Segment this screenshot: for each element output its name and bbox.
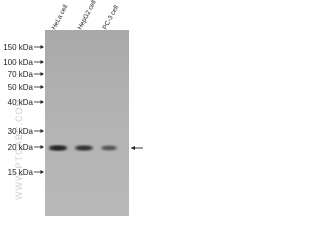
- western-blot-figure: WWW.PTGABC.COM HeLa cell HepG2 cell PC-3 c…: [3, 0, 143, 216]
- marker-label: 70 kDa: [8, 70, 34, 79]
- band-arrow: [131, 146, 143, 150]
- marker-label: 15 kDa: [8, 168, 34, 177]
- marker-arrow-head: [40, 45, 44, 49]
- lane-label: HeLa cell: [51, 3, 70, 31]
- lane-label: HepG2 cell: [77, 0, 99, 31]
- marker-arrow-head: [40, 129, 44, 133]
- marker-label: 100 kDa: [3, 58, 33, 67]
- lane-labels: HeLa cell HepG2 cell PC-3 cell: [51, 0, 121, 31]
- watermark: WWW.PTGABC.COM: [14, 98, 24, 200]
- arrow-head: [131, 146, 135, 150]
- bands: [49, 145, 117, 151]
- marker-label: 150 kDa: [3, 43, 33, 52]
- marker-label: 50 kDa: [8, 83, 34, 92]
- marker-arrow-head: [40, 170, 44, 174]
- marker-arrow-head: [40, 85, 44, 89]
- marker-arrow-head: [40, 60, 44, 64]
- marker-arrow-head: [40, 145, 44, 149]
- marker-arrow-head: [40, 72, 44, 76]
- blot-membrane: [45, 30, 129, 216]
- marker-label: 20 kDa: [8, 143, 34, 152]
- marker-label: 30 kDa: [8, 127, 34, 136]
- lane-label: PC-3 cell: [102, 4, 121, 31]
- band: [49, 145, 67, 151]
- marker-label: 40 kDa: [8, 98, 34, 107]
- band: [75, 145, 93, 151]
- marker-labels: 150 kDa 100 kDa 70 kDa 50 kDa 40 kDa 30 kDa 20…: [3, 43, 44, 177]
- band: [101, 145, 117, 151]
- marker-arrow-head: [40, 100, 44, 104]
